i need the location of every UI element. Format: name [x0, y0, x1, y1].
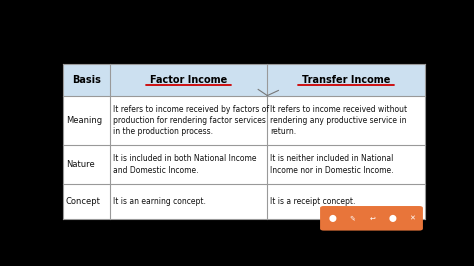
Text: It is a receipt concept.: It is a receipt concept.: [270, 197, 356, 206]
Text: It is included in both National Income
and Domestic Income.: It is included in both National Income a…: [113, 154, 256, 175]
Text: ✎: ✎: [350, 215, 356, 221]
Text: Basis: Basis: [72, 75, 101, 85]
Text: It refers to income received by factors of
production for rendering factor servi: It refers to income received by factors …: [113, 105, 269, 136]
Text: It refers to income received without
rendering any productive service in
return.: It refers to income received without ren…: [270, 105, 408, 136]
Text: Meaning: Meaning: [66, 116, 102, 125]
FancyBboxPatch shape: [320, 206, 423, 231]
Text: It is an earning concept.: It is an earning concept.: [113, 197, 206, 206]
Text: ⬤: ⬤: [329, 215, 337, 222]
Text: Concept: Concept: [66, 197, 101, 206]
Text: ↩: ↩: [369, 215, 375, 221]
Bar: [63, 95, 425, 146]
Bar: [63, 146, 425, 184]
Text: ✕: ✕: [409, 215, 415, 221]
Text: Nature: Nature: [66, 160, 95, 169]
Text: It is neither included in National
Income nor in Domestic Income.: It is neither included in National Incom…: [270, 154, 394, 175]
Text: Factor Income: Factor Income: [150, 75, 228, 85]
Text: Transfer Income: Transfer Income: [302, 75, 390, 85]
Bar: [63, 64, 425, 95]
Bar: [63, 184, 425, 219]
Text: ⬤: ⬤: [388, 215, 396, 222]
